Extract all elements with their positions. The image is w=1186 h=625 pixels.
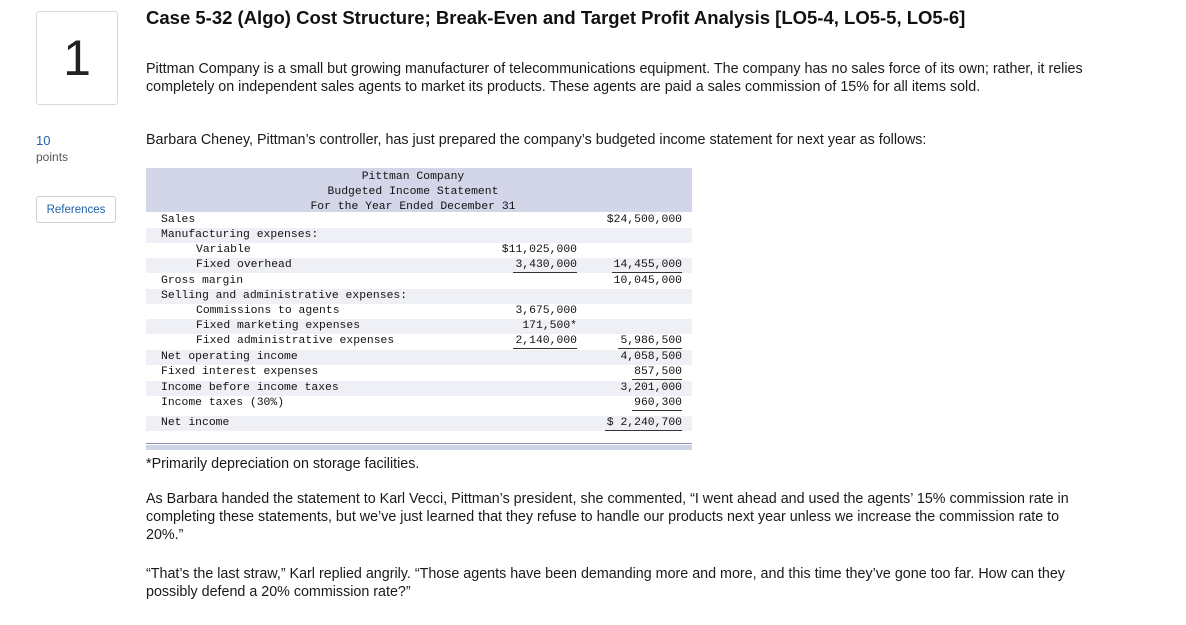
statement-company: Pittman Company	[361, 171, 465, 183]
statement-row: Income taxes (30%) 960,300	[146, 396, 692, 411]
statement-bottom-rule	[146, 443, 692, 444]
statement-row: Selling and administrative expenses:	[146, 289, 692, 304]
references-button[interactable]: References	[36, 196, 116, 223]
statement-name: Budgeted Income Statement	[327, 186, 499, 198]
statement-row: Gross margin 10,045,000	[146, 274, 692, 289]
question-sidebar: 1	[36, 11, 118, 105]
statement-row-total-amount: 960,300	[632, 397, 682, 411]
statement-row: Sales $24,500,000	[146, 213, 692, 228]
intro-paragraph: Pittman Company is a small but growing m…	[146, 61, 1083, 95]
statement-row-total-amount: 4,058,500	[620, 351, 682, 363]
statement-row: Net operating income 4,058,500	[146, 350, 692, 365]
statement-row-total-amount: 3,201,000	[620, 382, 682, 394]
statement-row-detail-amount: 2,140,000	[513, 335, 577, 349]
statement-row-label: Selling and administrative expenses:	[161, 290, 408, 302]
statement-row-total-amount: $ 2,240,700	[604, 417, 682, 431]
statement-row: Fixed administrative expenses 2,140,000 5,…	[146, 334, 692, 349]
statement-row-label: Gross margin	[161, 275, 244, 287]
footnote: *Primarily depreciation on storage facil…	[146, 456, 420, 472]
points-value: 10	[36, 133, 51, 148]
statement-row-label: Sales	[161, 214, 196, 226]
statement-header: Pittman Company Budgeted Income Statemen…	[146, 168, 692, 213]
statement-period: For the Year Ended December 31	[310, 201, 516, 213]
statement-row-label: Variable	[196, 244, 251, 256]
statement-row: Manufacturing expenses:	[146, 228, 692, 243]
question-number: 1	[63, 30, 91, 86]
statement-row-detail-amount: 3,675,000	[515, 305, 577, 317]
statement-row-label: Fixed marketing expenses	[196, 320, 361, 332]
statement-row: Fixed overhead 3,430,000 14,455,000	[146, 258, 692, 273]
statement-row: Variable $11,025,000	[146, 243, 692, 258]
question-title: Case 5-32 (Algo) Cost Structure; Break-E…	[146, 7, 966, 28]
statement-row-label: Income taxes (30%)	[161, 397, 285, 409]
statement-row-label: Net income	[161, 417, 230, 429]
statement-row-label: Fixed overhead	[196, 259, 292, 271]
statement-row-total-amount: 857,500	[632, 366, 682, 380]
question-number-box: 1	[36, 11, 118, 105]
points-label: points	[36, 150, 69, 164]
statement-row-label: Income before income taxes	[161, 382, 339, 394]
karl-paragraph: “That’s the last straw,” Karl replied an…	[146, 566, 1065, 600]
statement-row-label: Manufacturing expenses:	[161, 229, 319, 241]
statement-row: Fixed interest expenses 857,500	[146, 365, 692, 380]
statement-row-total-amount: 10,045,000	[613, 275, 682, 287]
statement-row-total-amount: 5,986,500	[618, 335, 682, 349]
statement-row: Net income $ 2,240,700	[146, 416, 692, 431]
statement-row-detail-amount: 171,500*	[522, 320, 577, 332]
statement-row: Commissions to agents 3,675,000	[146, 304, 692, 319]
statement-row: Fixed marketing expenses 171,500*	[146, 319, 692, 334]
statement-row-total-amount: $24,500,000	[606, 214, 682, 226]
statement-row-detail-amount: 3,430,000	[513, 259, 577, 273]
income-statement: Pittman Company Budgeted Income Statemen…	[146, 168, 692, 450]
statement-row-label: Net operating income	[161, 351, 298, 363]
statement-row: Income before income taxes 3,201,000	[146, 381, 692, 396]
statement-row-detail-amount: $11,025,000	[501, 244, 577, 256]
statement-row-label: Fixed administrative expenses	[196, 335, 395, 347]
controller-paragraph: Barbara Cheney, Pittman’s controller, ha…	[146, 132, 927, 148]
statement-row-label: Commissions to agents	[196, 305, 340, 317]
handed-paragraph: As Barbara handed the statement to Karl …	[146, 491, 1069, 543]
statement-row-label: Fixed interest expenses	[161, 366, 319, 378]
statement-row-total-amount: 14,455,000	[611, 259, 682, 273]
